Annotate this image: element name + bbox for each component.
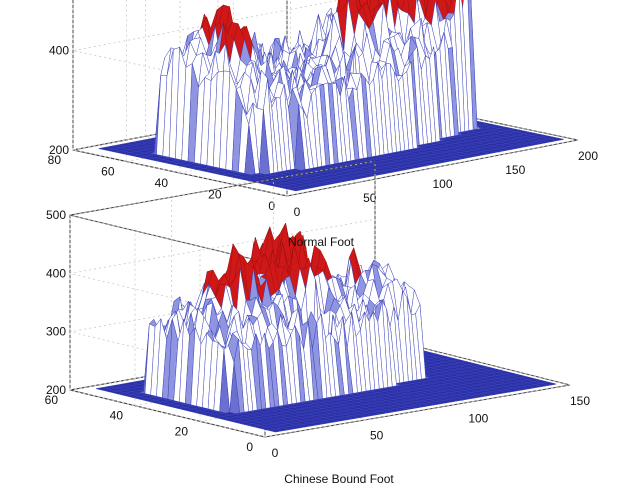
surface-mesh bbox=[139, 222, 431, 414]
bound-foot-caption: Chinese Bound Foot bbox=[284, 472, 394, 486]
x-tick-label: 0 bbox=[294, 205, 301, 219]
x-tick-label: 0 bbox=[272, 446, 279, 460]
z-tick-label: 500 bbox=[46, 208, 66, 222]
tick-labels: 050100150200020406080200400600 bbox=[48, 44, 599, 219]
z-tick-label: 400 bbox=[49, 44, 69, 58]
x-grid-line bbox=[69, 389, 266, 438]
x-tick-label: 50 bbox=[370, 429, 384, 443]
x-tick-label: 150 bbox=[570, 394, 590, 408]
x-grid-line bbox=[72, 149, 288, 197]
y-grid-line bbox=[264, 384, 571, 438]
x-tick-label: 100 bbox=[432, 177, 452, 191]
z-tick-label: 400 bbox=[46, 266, 66, 280]
z-grid-line bbox=[72, 0, 343, 98]
y-tick-label: 40 bbox=[155, 176, 169, 190]
y-tick-label: 0 bbox=[246, 440, 253, 454]
y-tick-label: 40 bbox=[110, 409, 124, 423]
normal-foot-caption: Normal Foot bbox=[288, 235, 355, 249]
y-grid-line bbox=[69, 335, 376, 391]
z-tick-label: 200 bbox=[49, 143, 69, 157]
surface-mesh bbox=[150, 0, 482, 176]
y-tick-label: 60 bbox=[45, 393, 59, 407]
y-tick-label: 20 bbox=[175, 424, 189, 438]
y-grid-line bbox=[286, 139, 579, 197]
x-tick-label: 100 bbox=[468, 411, 488, 425]
y-tick-label: 60 bbox=[101, 165, 115, 179]
normal-foot-plot: 050100150200020406080200400600 bbox=[48, 0, 599, 219]
z-tick-label: 300 bbox=[46, 325, 66, 339]
z-grid-line bbox=[69, 160, 376, 263]
y-tick-label: 80 bbox=[48, 153, 62, 167]
x-tick-label: 200 bbox=[578, 149, 598, 163]
y-tick-label: 0 bbox=[268, 199, 275, 213]
x-grid-line bbox=[362, 94, 579, 141]
y-tick-label: 20 bbox=[208, 188, 222, 202]
z-tick-label: 200 bbox=[46, 383, 66, 397]
x-tick-label: 50 bbox=[363, 191, 377, 205]
x-tick-label: 150 bbox=[505, 163, 525, 177]
x-grid-line bbox=[374, 335, 571, 386]
